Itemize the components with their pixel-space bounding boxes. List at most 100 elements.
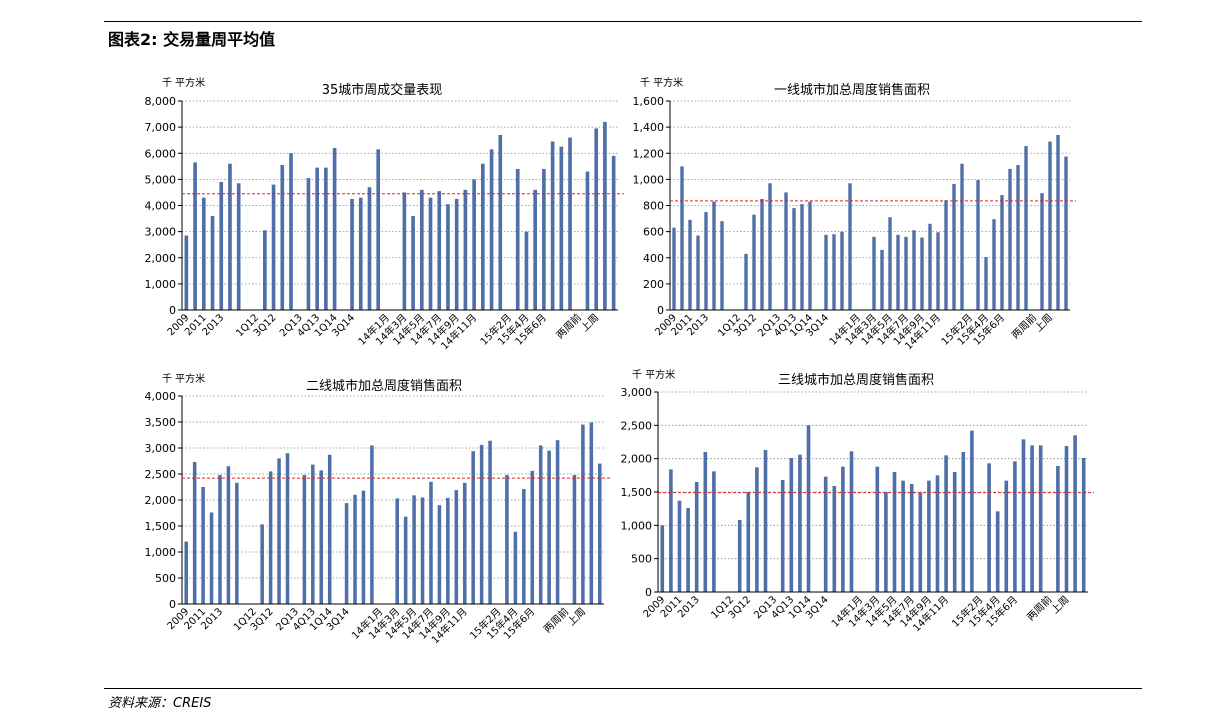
y-tick-label: 1,000 <box>145 546 177 559</box>
bar <box>201 197 206 310</box>
bar <box>395 498 399 604</box>
y-tick-label: 2,500 <box>621 419 653 432</box>
bar <box>888 217 892 310</box>
bar <box>1064 446 1069 592</box>
bar <box>1008 168 1012 310</box>
chart-title: 35城市周成交量表现 <box>322 82 443 98</box>
y-tick-label: 0 <box>169 304 176 317</box>
bar <box>193 162 197 310</box>
bar <box>419 189 424 310</box>
bar <box>896 234 900 310</box>
bar <box>672 227 676 310</box>
bar <box>909 484 914 592</box>
bar <box>327 454 332 604</box>
bar <box>1073 435 1077 592</box>
bar <box>1004 480 1009 592</box>
y-tick-label: 1,000 <box>145 278 177 291</box>
bar <box>324 167 328 310</box>
chart-panel: 三线城市加总周度销售面积 千 平方米 0 500 1,000 1,500 2,000 2,50… <box>621 368 1094 634</box>
bar <box>1081 458 1086 592</box>
bar <box>960 163 964 310</box>
bar <box>472 179 476 310</box>
bar <box>800 204 804 310</box>
y-tick-label: 3,000 <box>145 442 177 455</box>
bar <box>789 458 794 592</box>
bar <box>712 471 716 592</box>
bar <box>260 524 264 604</box>
y-tick-label: 0 <box>657 304 664 317</box>
bar <box>703 452 708 592</box>
bar <box>880 249 884 310</box>
bar <box>1030 445 1034 592</box>
bar <box>1013 461 1017 592</box>
x-tick-label: 上周 <box>1049 594 1072 617</box>
bar <box>489 149 494 310</box>
bar <box>209 512 214 604</box>
bar <box>530 470 535 604</box>
bar <box>513 531 518 604</box>
bar <box>840 231 844 310</box>
y-tick-label: 2,000 <box>145 252 177 265</box>
bar <box>319 470 324 604</box>
bar <box>402 192 407 310</box>
bar <box>471 451 475 604</box>
bar <box>1016 165 1020 310</box>
bar <box>995 511 1000 592</box>
bar <box>987 463 991 592</box>
bottom-rule <box>104 688 1142 689</box>
y-tick-label: 4,000 <box>145 390 177 403</box>
bar <box>479 444 484 604</box>
y-tick-label: 0 <box>169 598 176 611</box>
bar <box>271 184 276 310</box>
bar <box>306 178 311 310</box>
bar <box>872 236 876 310</box>
source-note: 资料来源：CREIS <box>108 696 212 711</box>
bar <box>1056 134 1060 310</box>
y-tick-label: 500 <box>155 572 176 585</box>
y-tick-label: 6,000 <box>145 147 177 160</box>
bar <box>884 492 888 592</box>
bar <box>1048 141 1052 310</box>
chart-title: 三线城市加总周度销售面积 <box>778 372 934 388</box>
bar <box>832 234 836 310</box>
y-tick-label: 1,500 <box>145 520 177 533</box>
bar <box>808 201 812 310</box>
bar <box>263 230 267 310</box>
bar <box>367 187 372 310</box>
bar <box>542 168 546 310</box>
bar <box>918 492 923 592</box>
bar <box>768 183 772 310</box>
y-tick-label: 2,000 <box>621 453 653 466</box>
bar <box>927 480 931 592</box>
chart-panel: 二线城市加总周度销售面积 千 平方米 0 500 1,000 1,500 2,000 2,50… <box>145 372 610 646</box>
y-tick-label: 1,200 <box>633 147 665 160</box>
bar <box>585 171 590 310</box>
bar <box>892 472 897 592</box>
bar <box>428 197 433 310</box>
bar <box>228 163 232 310</box>
y-tick-label: 7,000 <box>145 121 177 134</box>
bar <box>928 223 932 310</box>
bar <box>315 167 319 310</box>
bar <box>752 214 756 310</box>
bar <box>235 482 239 604</box>
bar <box>285 453 290 604</box>
bar <box>669 469 673 592</box>
bar <box>660 525 665 592</box>
bar <box>353 494 357 604</box>
y-tick-label: 1,000 <box>621 519 653 532</box>
bar <box>598 463 602 604</box>
y-tick-label: 1,000 <box>633 173 665 186</box>
bar <box>370 445 374 604</box>
bar <box>210 215 215 310</box>
bar <box>524 231 529 310</box>
bar <box>344 503 349 604</box>
y-tick-label: 3,500 <box>145 416 177 429</box>
y-tick-label: 3,000 <box>145 226 177 239</box>
chart-panel: 一线城市加总周度销售面积 千 平方米 0 200 400 600 800 1,000 1,200… <box>633 76 1076 352</box>
bar <box>611 155 616 310</box>
bar <box>970 430 974 592</box>
bar <box>420 497 425 604</box>
bar <box>446 204 450 310</box>
bar <box>848 183 852 310</box>
